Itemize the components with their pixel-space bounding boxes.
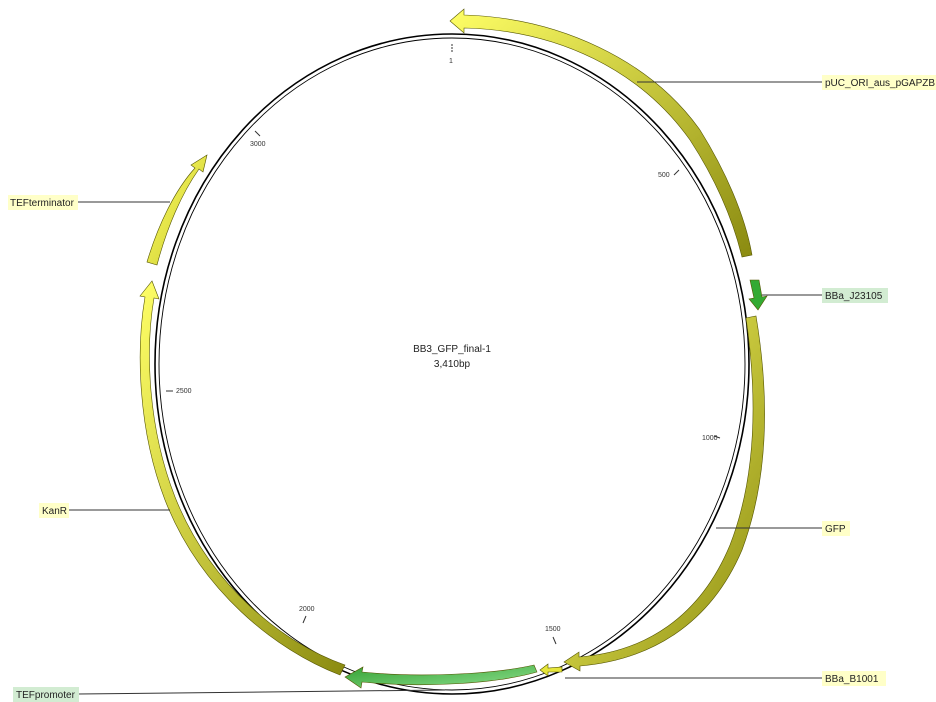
feature-arrow-BBa_J23105[interactable]	[748, 279, 768, 311]
label-bg-BBa_J23105	[822, 288, 888, 303]
tick-label-500: 500	[658, 172, 670, 179]
backbone-inner	[158, 37, 746, 691]
plasmid-name: BB3_GFP_final-1	[413, 344, 491, 355]
backbone-outer	[154, 33, 750, 695]
feature-label-KanR[interactable]: KanR	[42, 506, 67, 517]
feature-label-pUC_ORI_aus_pGAPZB[interactable]: pUC_ORI_aus_pGAPZB	[825, 78, 935, 89]
feature-label-TEFpromoter[interactable]: TEFpromoter	[16, 690, 76, 701]
tick-label-2000: 2000	[299, 606, 315, 613]
feature-label-BBa_J23105[interactable]: BBa_J23105	[825, 291, 883, 302]
feature-arrow-KanR[interactable]	[139, 280, 346, 676]
tick-label-1000: 1000	[702, 435, 718, 442]
label-bg-KanR	[39, 503, 69, 518]
label-bg-GFP	[822, 521, 850, 536]
leader-lines	[68, 81, 822, 695]
tick-mark-2000	[302, 615, 307, 624]
feature-labels: pUC_ORI_aus_pGAPZB BBa_J23105 GFP BBa_B1…	[8, 75, 936, 702]
feature-arrow-pUC_ORI_aus_pGAPZB[interactable]	[449, 8, 753, 258]
tick-mark-1000	[713, 435, 721, 439]
label-bg-BBa_B1001	[822, 671, 886, 686]
feature-arrow-GFP[interactable]	[563, 315, 765, 672]
feature-label-GFP[interactable]: GFP	[825, 524, 846, 535]
tick-mark-1500	[552, 636, 557, 645]
tick-mark-500	[673, 169, 680, 176]
feature-label-TEFterminator[interactable]: TEFterminator	[10, 198, 75, 209]
feature-arrow-BBa_B1001[interactable]	[539, 663, 563, 677]
label-bg-TEFterminator	[8, 195, 78, 210]
tick-marks	[166, 44, 721, 645]
tick-label-2500: 2500	[176, 388, 192, 395]
plasmid-length: 3,410bp	[434, 359, 471, 370]
leader-TEFpromoter	[77, 689, 446, 695]
tick-label-1500: 1500	[545, 626, 561, 633]
tick-mark-3000	[254, 130, 261, 137]
tick-label-1: 1	[449, 58, 453, 65]
feature-arrow-TEFpromoter[interactable]	[344, 664, 538, 689]
feature-arrow-TEFterminator[interactable]	[146, 154, 208, 266]
label-bg-TEFpromoter	[13, 687, 79, 702]
feature-label-BBa_B1001[interactable]: BBa_B1001	[825, 674, 879, 685]
feature-arrows	[139, 8, 768, 689]
tick-label-3000: 3000	[250, 141, 266, 148]
tick-labels: 1 500 1000 1500 2000 2500 3000	[176, 58, 718, 633]
label-bg-pUC_ORI_aus_pGAPZB	[822, 75, 936, 90]
